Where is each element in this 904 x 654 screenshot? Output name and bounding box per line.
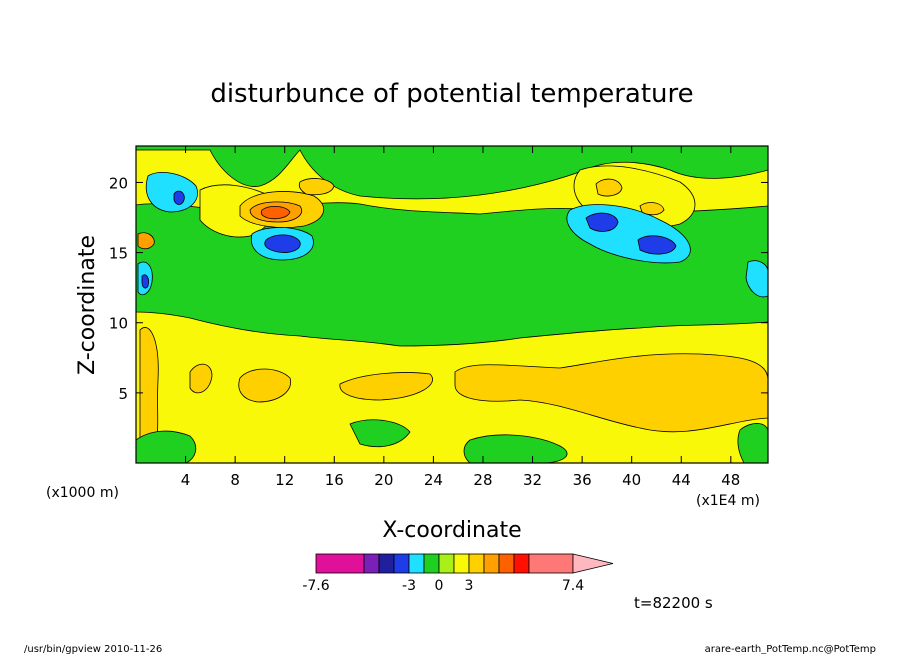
colorbar: -7.6 -3 0 3 7.4 <box>302 553 614 594</box>
colorbar-tick-label: 7.4 <box>562 578 584 594</box>
contour-field <box>136 146 768 463</box>
y-tick-label: 5 <box>118 385 128 403</box>
plot-frame <box>135 145 769 464</box>
y-axis-label: Z-coordinate <box>75 235 100 375</box>
x-tick-label: 32 <box>523 471 542 489</box>
colorbar-segment <box>468 553 485 574</box>
colorbar-tick-label: -3 <box>402 578 416 594</box>
contour-blue-left-edge <box>141 274 149 289</box>
x-tick-label: 40 <box>622 471 641 489</box>
contour-orange-lower-mid <box>339 372 433 401</box>
colorbar-segment <box>438 553 455 574</box>
contour-green-bottom-mid <box>349 419 411 448</box>
x-tick-label: 24 <box>424 471 443 489</box>
colorbar-segment <box>363 553 380 574</box>
x-tick-label: 12 <box>275 471 294 489</box>
contour-orange-upper-right <box>595 178 623 197</box>
y-axis: 5 10 15 20 <box>109 174 768 403</box>
colorbar-tick-label: -7.6 <box>302 578 329 594</box>
footer-left: /usr/bin/gpview 2010-11-26 <box>24 644 162 654</box>
colorbar-segment <box>513 553 530 574</box>
contour-cyan-left-upper <box>145 172 198 213</box>
chart-title: disturbunce of potential temperature <box>210 79 693 109</box>
y-tick-label: 20 <box>109 174 128 192</box>
colorbar-segment <box>315 553 365 574</box>
contour-orange-left-15 <box>137 232 155 250</box>
x-tick-label: 28 <box>473 471 492 489</box>
colorbar-tick-label: 0 <box>435 578 444 594</box>
colorbar-segment <box>423 553 440 574</box>
contour-blue-center-left <box>264 234 301 253</box>
contour-blue-right-2 <box>637 235 677 255</box>
colorbar-segment <box>453 553 470 574</box>
y-tick-label: 15 <box>109 245 128 263</box>
contour-orange-upper-small <box>298 178 335 196</box>
colorbar-segment <box>498 553 515 574</box>
x-tick-label: 4 <box>181 471 191 489</box>
contour-blue-right-1 <box>585 212 619 232</box>
x-axis: 4 8 12 16 20 24 28 32 36 40 44 48 <box>181 146 740 489</box>
contour-orange-lower-right <box>454 353 768 433</box>
colorbar-tick-label: 3 <box>465 578 474 594</box>
x-unit-left: (x1000 m) <box>46 485 119 501</box>
colorbar-arrow <box>572 553 614 574</box>
contour-red-upper-cell <box>260 206 291 220</box>
contour-orange-lower-left <box>238 368 292 403</box>
y-tick-label: 10 <box>109 315 128 333</box>
x-axis-label: X-coordinate <box>382 518 521 543</box>
colorbar-segment <box>408 553 425 574</box>
contour-orange-small-left <box>189 363 213 394</box>
contour-blue-left-small <box>173 190 185 205</box>
time-label: t=82200 s <box>634 594 713 612</box>
colorbar-segment <box>483 553 500 574</box>
contour-green-top-band <box>136 146 768 200</box>
contour-cyan-right-edge <box>745 260 768 298</box>
x-tick-label: 44 <box>672 471 691 489</box>
x-tick-label: 16 <box>325 471 344 489</box>
x-tick-label: 20 <box>374 471 393 489</box>
contour-green-bottom-left <box>136 430 197 463</box>
x-unit-right: (x1E4 m) <box>696 493 760 509</box>
contour-green-bottom-center <box>463 434 568 463</box>
contour-orange-upper-right-2 <box>639 202 665 216</box>
colorbar-segment <box>378 553 395 574</box>
colorbar-segment <box>528 553 574 574</box>
contour-green-bottom-right <box>737 423 768 463</box>
colorbar-segment <box>393 553 410 574</box>
x-tick-label: 8 <box>230 471 240 489</box>
footer-right: arare-earth_PotTemp.nc@PotTemp <box>705 644 876 654</box>
x-tick-label: 36 <box>573 471 592 489</box>
x-tick-label: 48 <box>721 471 740 489</box>
